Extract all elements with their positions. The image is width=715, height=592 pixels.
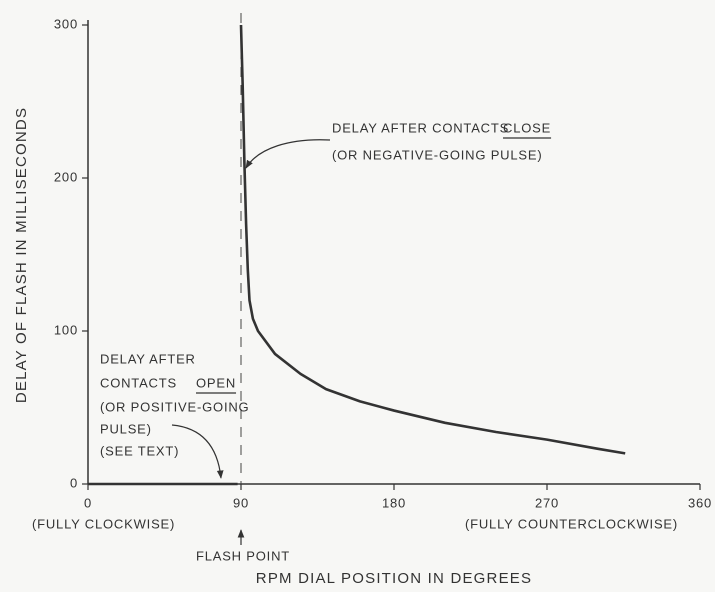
annotation: DELAY AFTER CONTACTS [332,120,509,135]
x-tick-label: 360 [688,495,712,510]
annotation: CLOSE [503,120,551,135]
y-tick-label: 200 [54,169,78,184]
x-note: (FULLY COUNTERCLOCKWISE) [465,516,678,531]
x-axis-label: RPM DIAL POSITION IN DEGREES [256,570,532,587]
annotation: (OR NEGATIVE-GOING PULSE) [332,147,542,162]
annotation: (OR POSITIVE-GOING [100,399,249,414]
x-note: (FULLY CLOCKWISE) [32,516,175,531]
x-tick-label: 180 [382,495,406,510]
line-series [239,24,626,455]
y-tick-label: 300 [54,16,78,31]
annotation: CONTACTS [100,375,177,390]
annotation: (SEE TEXT) [100,443,179,458]
y-tick-label: 0 [70,475,78,490]
annotation-arrow [171,424,224,479]
x-tick-label: 90 [233,495,249,510]
annotation-arrow [245,139,331,169]
y-tick-label: 100 [54,322,78,337]
x-note: FLASH POINT [196,548,290,563]
annotation: OPEN [196,375,236,390]
x-tick-label: 270 [535,495,559,510]
annotation: DELAY AFTER [100,351,196,366]
x-tick-label: 0 [84,495,92,510]
annotation: PULSE) [100,421,152,436]
y-axis-label: DELAY OF FLASH IN MILLISECONDS [13,107,30,403]
